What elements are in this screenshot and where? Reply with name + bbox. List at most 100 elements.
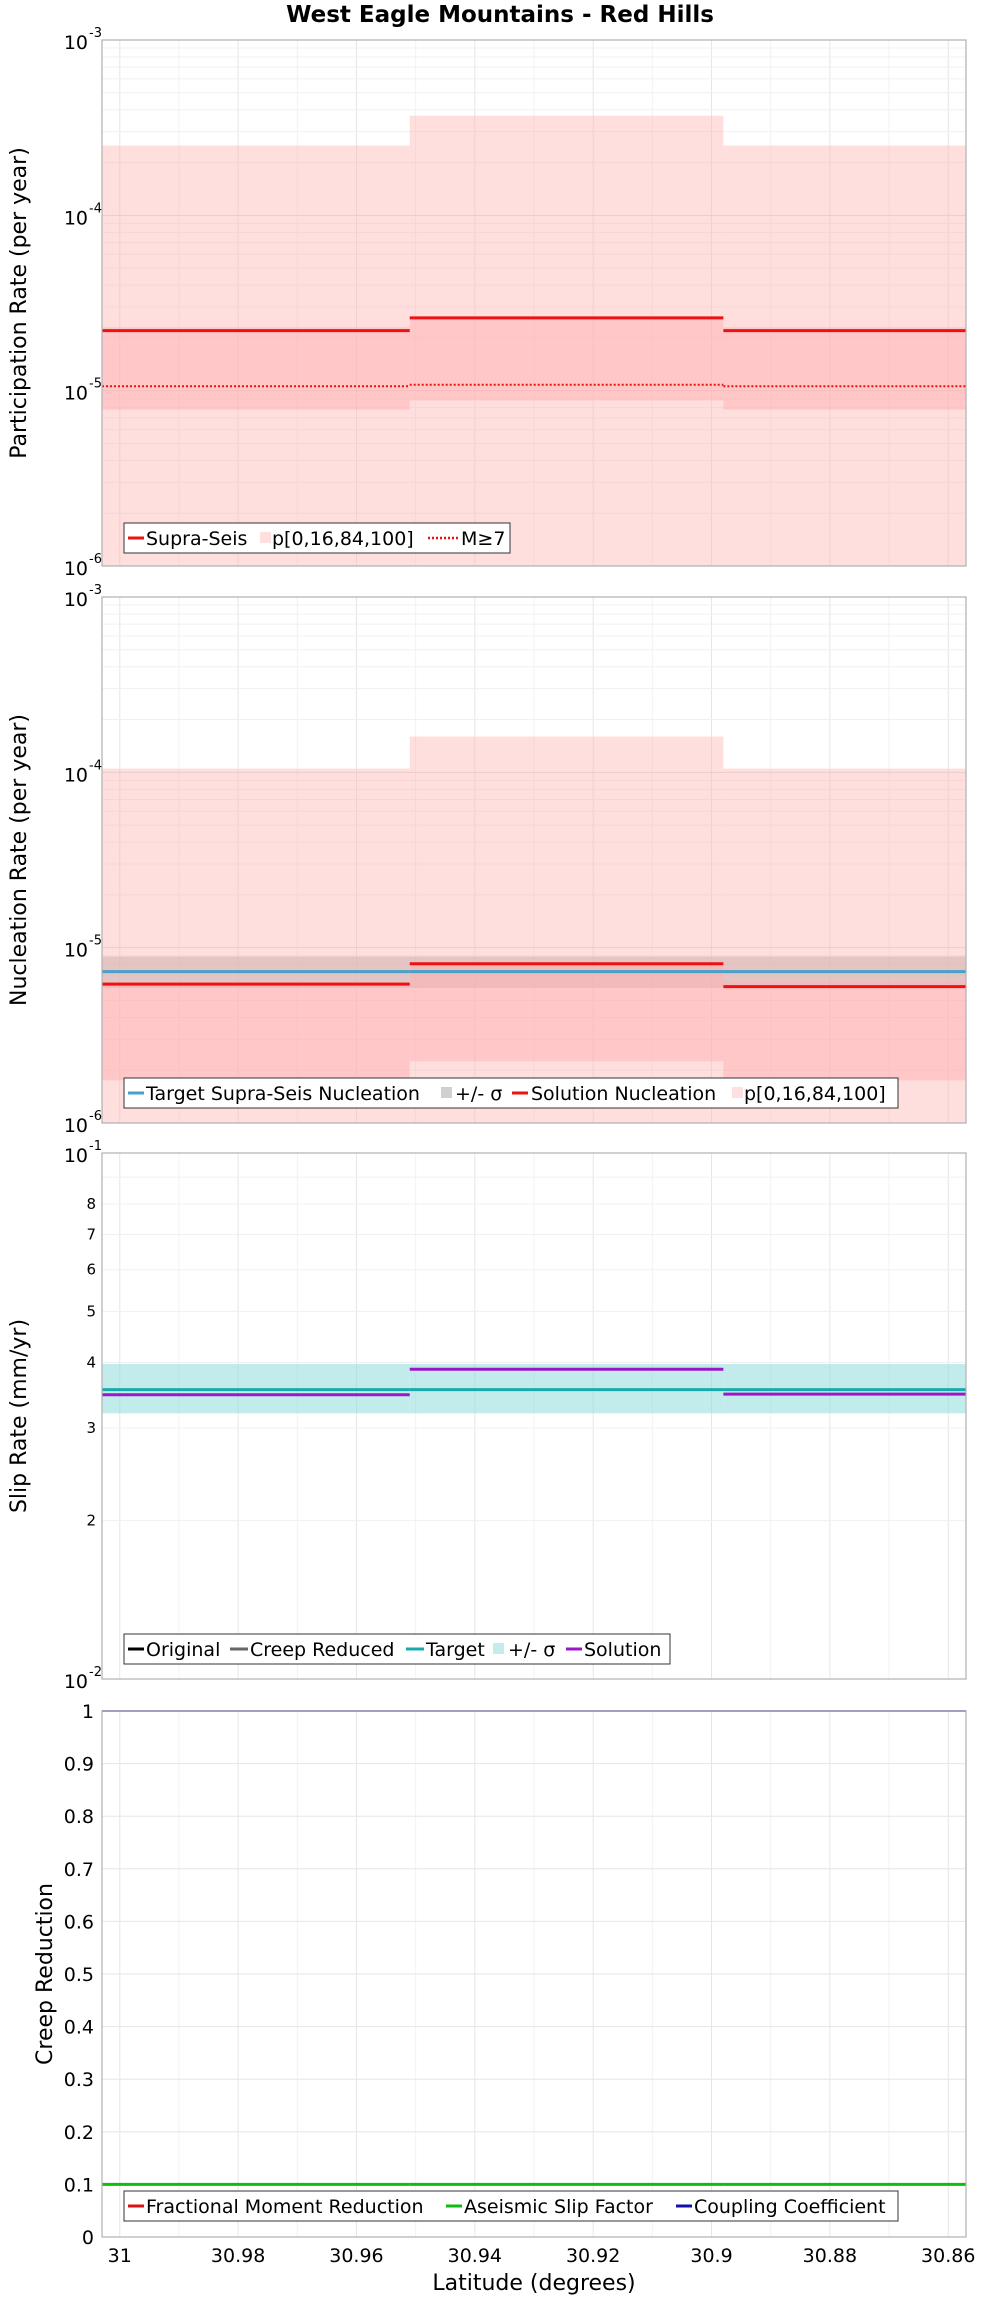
nucleation-ytick-exp: -5: [89, 934, 102, 949]
slip-yminor-label: 5: [86, 1302, 96, 1320]
nucleation-legend-label-sigma: +/- σ: [455, 1083, 502, 1105]
creep-ytick-label: 0.8: [64, 1806, 94, 1828]
participation-lines: [102, 316, 966, 388]
slip-rate-legend-swatch-sigma: [493, 1643, 504, 1654]
creep-ytick-label: 0.3: [64, 2069, 94, 2091]
nucleation-legend-swatch-sigma: [441, 1087, 452, 1098]
slip-ytick-base: 10: [64, 1671, 88, 1693]
participation-ytick-exp: -3: [89, 26, 102, 41]
x-axis-label: Latitude (degrees): [432, 2271, 635, 2296]
participation-legend-label-m7: M≥7: [461, 528, 505, 550]
nucleation-band-inner: [723, 981, 966, 1081]
participation-band-inner: [409, 317, 724, 401]
creep-ytick-label: 0.4: [64, 2017, 94, 2039]
creep-reduction-legend-label-aseismic: Aseismic Slip Factor: [464, 2196, 653, 2218]
nucleation-band-outer: [409, 736, 724, 1123]
slip-rate-legend-label-solution: Solution: [584, 1639, 661, 1661]
x-tick-label: 30.96: [329, 2245, 383, 2267]
participation-ytick-labels: 10-310-410-510-6: [64, 26, 102, 580]
participation-plot-frame: [101, 39, 967, 567]
nucleation-ylabel: Nucleation Rate (per year): [7, 714, 32, 1006]
slip-rate-legend-label-target: Target: [425, 1639, 485, 1661]
participation-ytick-label: 10 -5: [64, 377, 102, 405]
nucleation-ytick-base: 10: [64, 764, 88, 786]
participation-band-inner: [102, 327, 410, 410]
nucleation-ytick-exp: -3: [89, 583, 102, 598]
slip-rate-gridlines: [102, 1152, 966, 1680]
x-tick-label: 30.98: [211, 2245, 265, 2267]
x-tick-labels: 31 30.98 30.96 30.94 30.92 30.9 30.88 30.86: [108, 2245, 976, 2267]
nucleation-ytick-label: 10 -6: [64, 1109, 102, 1137]
nucleation-band-inner: [102, 981, 410, 1081]
creep-ytick-label: 0.2: [64, 2122, 94, 2144]
participation-ytick-base: 10: [64, 207, 88, 229]
nucleation-ytick-exp: -6: [89, 1109, 102, 1124]
x-tick-label: 30.94: [448, 2245, 502, 2267]
nucleation-ytick-base: 10: [64, 940, 88, 962]
slip-ytick-label: 10 -2: [64, 1665, 102, 1693]
nucleation-legend-label-solution: Solution Nucleation: [531, 1083, 716, 1105]
participation-legend-label-band: p[0,16,84,100]: [272, 528, 414, 550]
nucleation-ytick-label: 10 -3: [64, 583, 102, 611]
nucleation-ytick-exp: -4: [89, 758, 102, 773]
slip-rate-lines: [102, 1367, 966, 1397]
slip-yminor-label: 6: [86, 1261, 96, 1279]
participation-band-inner: [723, 327, 966, 410]
participation-ytick-base: 10: [64, 32, 88, 54]
slip-ytick-exp: -1: [89, 1139, 102, 1154]
nucleation-ytick-label: 10 -5: [64, 934, 102, 962]
creep-ytick-label: 1: [82, 1701, 94, 1723]
nucleation-legend-label-target: Target Supra-Seis Nucleation: [145, 1083, 420, 1105]
participation-ytick-exp: -5: [89, 377, 102, 392]
slip-rate-legend: Original Creep Reduced Target +/- σ Solu…: [123, 1633, 671, 1665]
participation-bands: [102, 115, 966, 567]
nucleation-ytick-labels: 10-310-410-510-6: [64, 583, 102, 1137]
nucleation-lines: [102, 962, 966, 989]
nucleation-legend-box: [123, 1077, 899, 1109]
creep-reduction-panel: 0 0.1 0.2 0.3 0.4 0.5 0.6 0.7 0.8 0.9 1 Creep Redu…: [33, 1701, 967, 2249]
slip-ytick-label: 10 -1: [64, 1139, 102, 1167]
x-tick-label: 30.92: [566, 2245, 620, 2267]
slip-ytick-base: 10: [64, 1145, 88, 1167]
nucleation-legend-swatch-band: [732, 1087, 743, 1098]
participation-legend: Supra-Seis p[0,16,84,100] M≥7: [123, 522, 511, 554]
nucleation-band-inner: [409, 963, 724, 1062]
participation-panel: 10-310-410-510-6 Participation Rate (per…: [7, 26, 967, 580]
participation-ytick-exp: -6: [89, 552, 102, 567]
slip-rate-legend-label-sigma: +/- σ: [508, 1639, 555, 1661]
nucleation-panel: 10-310-410-510-6 Nucleation Rate (per ye…: [7, 583, 967, 1137]
x-tick-label: 31: [108, 2245, 132, 2267]
creep-reduction-legend-box: [123, 2190, 899, 2222]
creep-ytick-label: 0.5: [64, 1964, 94, 1986]
nucleation-legend-label-band: p[0,16,84,100]: [744, 1083, 886, 1105]
nucleation-ytick-label: 10 -4: [64, 758, 102, 786]
nucleation-bands: [102, 736, 966, 1123]
creep-reduction-ytick-labels: 0 0.1 0.2 0.3 0.4 0.5 0.6 0.7 0.8 0.9 1: [64, 1701, 94, 2249]
figure-title: West Eagle Mountains - Red Hills: [286, 2, 714, 28]
participation-ytick-label: 10 -6: [64, 552, 102, 580]
creep-ytick-label: 0.9: [64, 1754, 94, 1776]
x-tick-label: 30.9: [690, 2245, 732, 2267]
slip-rate-plot-frame: [101, 1152, 967, 1680]
slip-ytick-exp: -2: [89, 1665, 102, 1680]
creep-ytick-label: 0.1: [64, 2174, 94, 2196]
x-tick-label: 30.86: [921, 2245, 975, 2267]
slip-yminor-label: 8: [86, 1195, 96, 1213]
slip-yminor-label: 2: [86, 1512, 96, 1530]
slip-rate-legend-label-creep-reduced: Creep Reduced: [250, 1639, 394, 1661]
x-tick-label: 30.88: [803, 2245, 857, 2267]
nucleation-legend: Target Supra-Seis Nucleation +/- σ Solut…: [123, 1077, 899, 1109]
participation-gridlines: [102, 39, 966, 567]
slip-rate-ylabel: Slip Rate (mm/yr): [7, 1319, 32, 1513]
participation-legend-label-supra-seis: Supra-Seis: [146, 528, 247, 550]
participation-ytick-base: 10: [64, 558, 88, 580]
slip-yminor-label: 4: [86, 1353, 96, 1371]
creep-ytick-label: 0.6: [64, 1911, 94, 1933]
creep-reduction-ylabel: Creep Reduction: [33, 1883, 58, 2065]
creep-reduction-plot-frame: [101, 1710, 967, 2238]
participation-legend-swatch-band: [260, 532, 271, 543]
creep-ytick-label: 0: [82, 2227, 94, 2249]
participation-ytick-exp: -4: [89, 201, 102, 216]
